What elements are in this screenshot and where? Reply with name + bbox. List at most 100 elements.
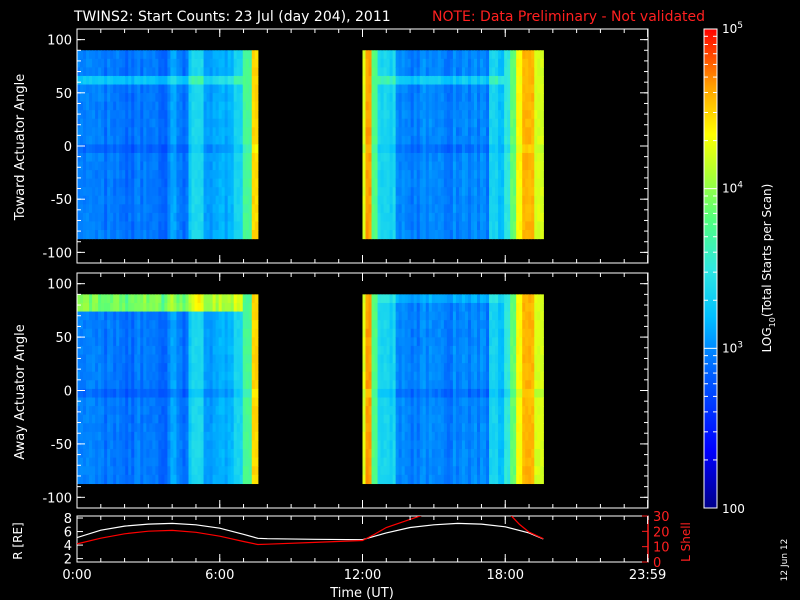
heatmap-cell bbox=[146, 449, 150, 459]
heatmap-cell bbox=[489, 50, 493, 60]
heatmap-cell bbox=[434, 440, 439, 450]
heatmap-cell bbox=[458, 431, 463, 442]
heatmap-cell bbox=[483, 294, 487, 304]
heatmap-cell bbox=[107, 229, 111, 240]
heatmap-cell bbox=[125, 397, 129, 407]
heatmap-cell bbox=[137, 50, 141, 60]
heatmap-cell bbox=[251, 118, 256, 128]
heatmap-cell bbox=[152, 449, 156, 459]
heatmap-cell bbox=[489, 204, 493, 214]
heatmap-cell bbox=[434, 431, 439, 442]
heatmap-cell bbox=[110, 118, 114, 128]
heatmap-cell bbox=[83, 67, 87, 77]
heatmap-cell bbox=[182, 144, 187, 154]
heatmap-cell bbox=[245, 58, 250, 68]
heatmap-cell bbox=[98, 423, 102, 433]
heatmap-cell bbox=[474, 440, 478, 450]
heatmap-cell bbox=[104, 328, 108, 338]
heatmap-cell bbox=[401, 440, 406, 450]
heatmap-cell bbox=[197, 354, 202, 364]
heatmap-cell bbox=[179, 397, 184, 407]
heatmap-cell bbox=[410, 152, 415, 163]
heatmap-cell bbox=[158, 161, 162, 171]
heatmap-cell bbox=[179, 67, 184, 77]
heatmap-cell bbox=[245, 294, 250, 304]
heatmap-cell bbox=[227, 457, 232, 467]
heatmap-cell bbox=[380, 152, 385, 163]
heatmap-cell bbox=[425, 414, 430, 424]
heatmap-cell bbox=[449, 67, 454, 77]
heatmap-cell bbox=[215, 178, 220, 188]
heatmap-cell bbox=[498, 127, 502, 137]
heatmap-cell bbox=[248, 152, 253, 163]
heatmap-cell bbox=[443, 397, 448, 407]
heatmap-cell bbox=[107, 161, 111, 171]
heatmap-cell bbox=[477, 294, 481, 304]
heatmap-cell bbox=[395, 457, 400, 467]
heatmap-cell bbox=[230, 474, 235, 485]
heatmap-cell bbox=[446, 135, 451, 146]
heatmap-cell bbox=[477, 195, 481, 205]
heatmap-cell bbox=[101, 161, 105, 171]
heatmap-cell bbox=[236, 75, 241, 86]
heatmap-cell bbox=[194, 337, 199, 347]
heatmap-cell bbox=[134, 58, 138, 68]
heatmap-cell bbox=[401, 58, 406, 68]
heatmap-cell bbox=[461, 414, 466, 424]
heatmap-cell bbox=[212, 449, 217, 459]
heatmap-cell bbox=[489, 170, 493, 180]
heatmap-cell bbox=[251, 178, 256, 188]
heatmap-cell bbox=[410, 84, 415, 94]
heatmap-cell bbox=[170, 320, 175, 330]
heatmap-cell bbox=[221, 170, 226, 180]
heatmap-cell bbox=[431, 337, 436, 347]
heatmap-cell bbox=[158, 212, 162, 223]
heatmap-cell bbox=[458, 294, 463, 304]
heatmap-cell bbox=[431, 440, 436, 450]
heatmap-cell bbox=[215, 212, 220, 223]
heatmap-cell bbox=[374, 449, 379, 459]
heatmap-cell bbox=[504, 127, 508, 137]
heatmap-cell bbox=[245, 204, 250, 214]
heatmap-cell bbox=[398, 388, 403, 399]
heatmap-cell bbox=[480, 449, 484, 459]
heatmap-cell bbox=[209, 50, 214, 60]
heatmap-cell bbox=[197, 449, 202, 459]
heatmap-cell bbox=[83, 75, 87, 86]
heatmap-cell bbox=[77, 58, 81, 68]
heatmap-cell bbox=[200, 440, 205, 450]
heatmap-cell bbox=[440, 187, 445, 197]
heatmap-cell bbox=[365, 221, 370, 231]
heatmap-cell bbox=[131, 212, 135, 223]
heatmap-cell bbox=[221, 320, 226, 330]
heatmap-cell bbox=[116, 345, 120, 356]
heatmap-cell bbox=[227, 178, 232, 188]
heatmap-cell bbox=[167, 337, 172, 347]
heatmap-cell bbox=[218, 75, 223, 86]
heatmap-cell bbox=[98, 195, 102, 205]
heatmap-cell bbox=[206, 195, 211, 205]
heatmap-cell bbox=[98, 431, 102, 442]
heatmap-cell bbox=[446, 110, 451, 120]
heatmap-cell bbox=[404, 474, 409, 485]
heatmap-cell bbox=[89, 229, 93, 240]
heatmap-cell bbox=[119, 302, 123, 313]
heatmap-cell bbox=[455, 354, 460, 364]
heatmap-cell bbox=[413, 414, 418, 424]
heatmap-cell bbox=[474, 178, 478, 188]
heatmap-cell bbox=[125, 440, 129, 450]
heatmap-cell bbox=[230, 229, 235, 240]
heatmap-cell bbox=[152, 380, 156, 390]
heatmap-cell bbox=[480, 397, 484, 407]
heatmap-cell bbox=[365, 178, 370, 188]
heatmap-cell bbox=[116, 294, 120, 304]
heatmap-cell bbox=[221, 294, 226, 304]
heatmap-cell bbox=[495, 187, 499, 197]
heatmap-cell bbox=[89, 93, 93, 103]
heatmap-cell bbox=[83, 195, 87, 205]
heatmap-cell bbox=[440, 212, 445, 223]
heatmap-cell bbox=[425, 397, 430, 407]
heatmap-cell bbox=[480, 363, 484, 373]
heatmap-cell bbox=[474, 204, 478, 214]
heatmap-cell bbox=[425, 118, 430, 128]
